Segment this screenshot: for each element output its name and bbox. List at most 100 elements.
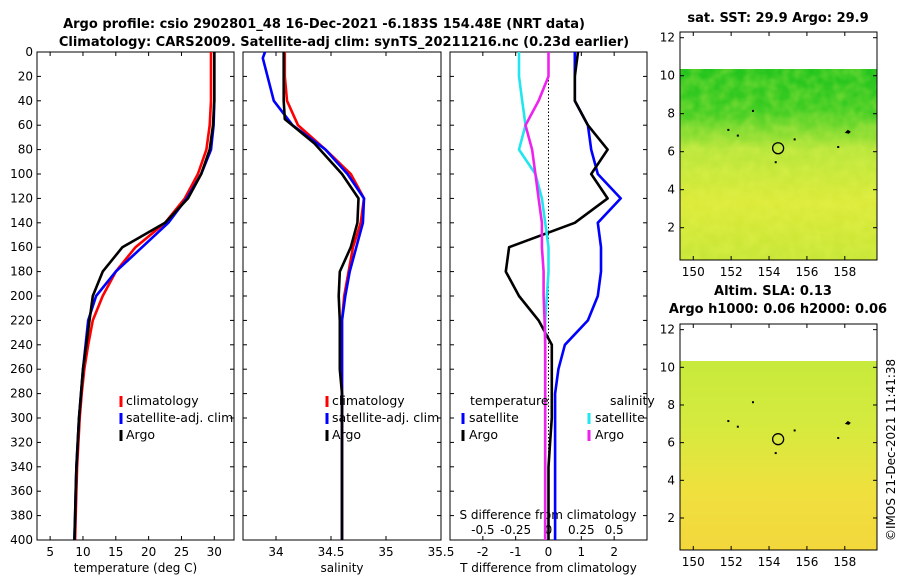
sla-field [680,361,877,550]
island-speck [727,128,730,131]
plot-frame [36,51,235,541]
island-speck [736,425,739,428]
x-tick-label: 158 [833,555,856,569]
legend-label: climatology [332,393,405,408]
y-tick-label: 160 [10,240,33,254]
y-tick-label: 8 [667,398,675,412]
temperature-panel: 0 20 40 60 80 100 120 140 160 180 200 220 240 260 280 3… [10,45,235,575]
island-speck [727,420,730,423]
y-tick-label: 40 [18,94,33,108]
sst-field-texture [680,69,877,260]
y-tick-label: 20 [18,69,33,83]
sla-map-title-line2: Argo h1000: 0.06 h2000: 0.06 [669,302,887,317]
y-tick-label: 400 [10,533,33,547]
series-line-t-satellite [553,52,623,540]
legend-title-temperature: temperature [470,393,549,408]
y-tick-label: 60 [18,118,33,132]
x-tick-label: 35.5 [428,545,455,559]
y-tick-label: 8 [667,107,675,121]
top-x-tick-label: 0.25 [568,523,595,537]
x-tick-label: -2 [477,545,489,559]
island-speck [774,161,777,164]
y-tick-label: 12 [660,31,675,45]
x-tick-label: 0 [545,545,553,559]
figure-title-line2: Climatology: CARS2009. Satellite-adj cli… [59,35,629,50]
island-speck [751,401,754,404]
y-tick-label: 300 [10,411,33,425]
x-tick-label: 35 [378,545,393,559]
island-shape [844,129,851,134]
legend-title-salinity: salinity [610,393,655,408]
x-tick-label: 1 [578,545,586,559]
series-line-s-argo [524,52,550,540]
y-tick-label: 280 [10,387,33,401]
sla-map-frame [679,323,878,551]
island-speck [751,109,754,112]
y-tick-label: 380 [10,509,33,523]
y-tick-label: 180 [10,265,33,279]
legend-label: Argo [126,427,155,442]
salinity-panel: 34 34.5 35 35.5 salinity climatology satellite… [242,51,455,575]
figure-title-line1: Argo profile: csio 2902801_48 16-Dec-202… [63,17,585,32]
island-speck [736,134,739,137]
island-speck [837,146,840,148]
series-line-argo [73,52,216,541]
sla-map-panel: Altim. SLA: 0.13 Argo h1000: 0.06 h2000:… [660,284,887,569]
x-tick-label: 154 [758,265,781,279]
x-tick-label: 34.5 [318,545,345,559]
y-tick-label: 200 [10,289,33,303]
x-tick-label: 30 [207,545,222,559]
y-tick-label: 140 [10,216,33,230]
x-tick-label: 158 [833,265,856,279]
sst-map-panel: sat. SST: 29.9 Argo: 29.9 150 152 154 156 15… [660,11,878,279]
island-speck [774,452,777,455]
top-x-tick-label: -0.5 [471,523,494,537]
x-tick-label: 156 [795,265,818,279]
y-tick-label: 6 [667,436,675,450]
y-tick-label: 240 [10,338,33,352]
island-speck [793,429,796,432]
top-x-tick-label: -0.25 [500,523,531,537]
sla-map-title-line1: Altim. SLA: 0.13 [714,284,832,299]
sst-map-axes: 150 152 154 156 158 2 4 6 8 10 12 [660,31,877,279]
y-tick-label: 10 [660,69,675,83]
y-tick-label: 340 [10,460,33,474]
argo-location-marker [771,433,785,446]
sst-map-title: sat. SST: 29.9 Argo: 29.9 [687,11,868,26]
y-tick-label: 2 [667,511,675,525]
top-x-tick-label: 0.5 [605,523,624,537]
x-tick-label: 34 [268,545,283,559]
x-tick-label: 156 [795,555,818,569]
island-speck [837,437,840,439]
x-tick-label: 152 [720,555,743,569]
legend-label: satellite [595,410,645,425]
y-tick-label: 4 [667,183,675,197]
legend-label: Argo [469,427,498,442]
y-tick-label: 0 [25,45,33,59]
y-tick-label: 4 [667,473,675,487]
x-tick-label: -1 [510,545,522,559]
y-tick-label: 12 [660,323,675,337]
island-shape [844,420,851,425]
x-axis-label: T difference from climatology [459,561,637,575]
y-tick-label: 120 [10,191,33,205]
y-tick-label: 2 [667,221,675,235]
x-axis-label: salinity [320,561,363,575]
x-tick-label: 10 [75,545,90,559]
x-tick-label: 5 [46,545,54,559]
legend-label: climatology [126,393,199,408]
x-tick-label: 20 [141,545,156,559]
x-axis-label: temperature (deg C) [74,561,197,575]
sst-map-frame [679,31,878,261]
y-tick-label: 260 [10,362,33,376]
x-tick-label: 150 [682,265,705,279]
sla-map-axes: 150 152 154 156 158 2 4 6 8 10 12 [660,323,877,569]
x-tick-label: 25 [174,545,189,559]
argo-location-marker [771,142,785,155]
y-tick-label: 80 [18,143,33,157]
legend-label: satellite-adj. clim [332,410,439,425]
x-tick-label: 150 [682,555,705,569]
y-tick-label: 220 [10,313,33,327]
